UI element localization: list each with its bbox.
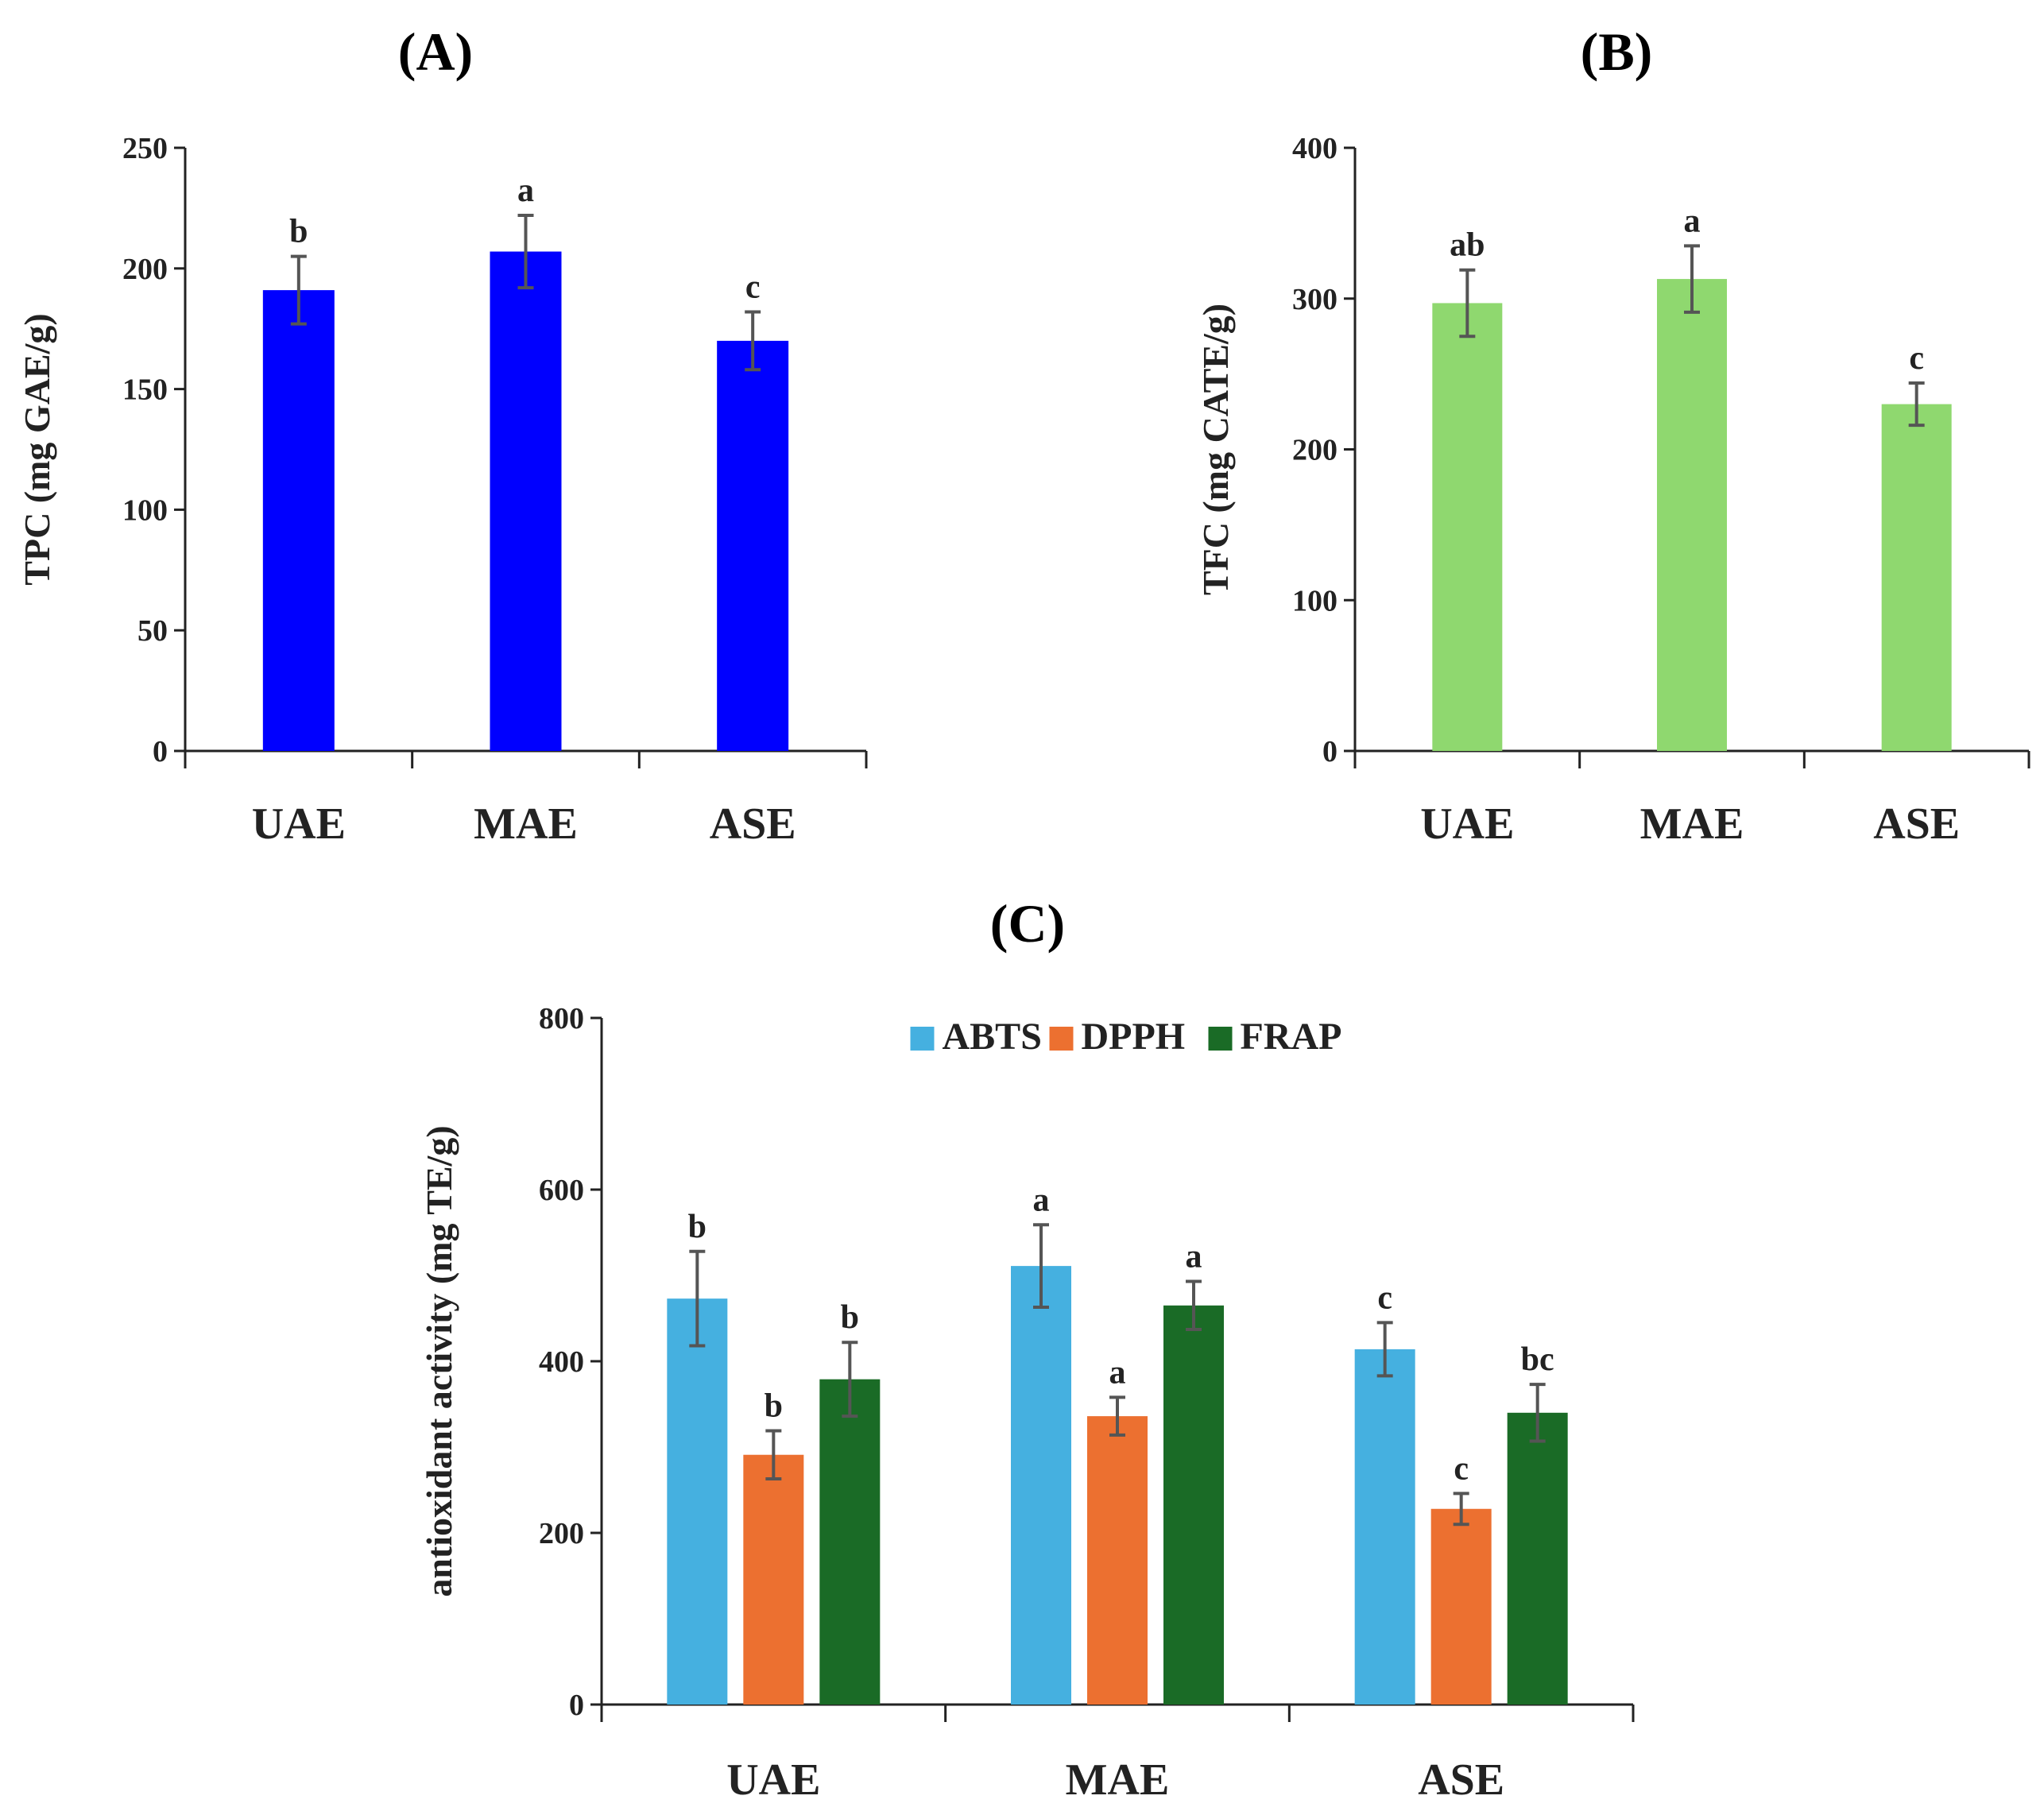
panel-c-bar-frap-ase xyxy=(1507,1412,1568,1705)
panel-c-bar-dpph-uae xyxy=(743,1454,804,1705)
panel-b-y-tick-label: 100 xyxy=(1292,584,1338,617)
panel-a-chart: (A) 0 50 100 150 200 250 TPC (mg GAE/g) UAE MAE AS… xyxy=(17,21,868,849)
panel-a-category-label: MAE xyxy=(474,799,578,849)
panel-a-bar-tpc-mae xyxy=(490,251,562,752)
panel-b-category-label: ASE xyxy=(1873,799,1960,849)
panel-c-bar-dpph-mae xyxy=(1087,1416,1148,1705)
panel-b-significance-label: ab xyxy=(1450,227,1485,264)
panel-c-y-tick-label: 400 xyxy=(539,1345,584,1379)
panel-a-y-tick-label: 150 xyxy=(122,373,168,407)
panel-b-y-tick-label: 400 xyxy=(1292,132,1338,165)
legend-swatch-abts xyxy=(910,1027,935,1051)
panel-c-bar-frap-uae xyxy=(819,1379,881,1705)
panel-a-significance-label: a xyxy=(517,172,534,209)
panel-b-bar-tfc-mae xyxy=(1657,279,1727,751)
panel-b-y-tick-label: 0 xyxy=(1322,735,1338,768)
panel-b-category-label: MAE xyxy=(1640,799,1744,849)
panel-c-bar-abts-ase xyxy=(1354,1349,1415,1705)
panel-a-y-tick-label: 100 xyxy=(122,493,168,527)
panel-b-significance-label: a xyxy=(1684,203,1701,239)
panel-a-y-axis-label: TPC (mg GAE/g) xyxy=(17,313,57,585)
panel-a-bar-tpc-ase xyxy=(717,340,789,751)
panel-a-significance-label: b xyxy=(289,214,308,250)
panel-c-significance-label: b xyxy=(688,1209,706,1245)
panel-b-y-tick-label: 300 xyxy=(1292,283,1338,316)
panel-b-bar-tfc-ase xyxy=(1881,404,1952,751)
panel-a-y-tick-label: 200 xyxy=(122,253,168,286)
legend-label-abts: ABTS xyxy=(943,1016,1042,1058)
panel-c-title: (C) xyxy=(990,893,1065,954)
panel-c-y-tick-label: 200 xyxy=(539,1517,584,1550)
panel-c-category-label: UAE xyxy=(726,1755,820,1805)
panel-c-significance-label: c xyxy=(1454,1450,1469,1487)
panel-b-y-axis-label: TFC (mg CATE/g) xyxy=(1195,304,1236,595)
legend-swatch-dpph xyxy=(1049,1027,1074,1051)
panel-b-significance-label: c xyxy=(1909,340,1924,377)
panel-a-y-tick-label: 0 xyxy=(153,735,168,768)
panel-c-y-tick-label: 800 xyxy=(539,1002,584,1035)
panel-b-bar-tfc-uae xyxy=(1432,303,1503,751)
panel-c-significance-label: bc xyxy=(1521,1341,1554,1378)
panel-c-chart: (C) 0 200 400 600 800 antioxidant activity (mg… xyxy=(419,893,1635,1805)
panel-a-bar-tpc-uae xyxy=(262,290,335,751)
panel-c-significance-label: c xyxy=(1377,1279,1392,1316)
panel-c-y-tick-label: 600 xyxy=(539,1174,584,1207)
panel-a-category-label: ASE xyxy=(710,799,796,849)
panel-c-y-tick-label: 0 xyxy=(569,1689,584,1722)
panel-a-category-label: UAE xyxy=(252,799,346,849)
panel-a-y-tick-label: 50 xyxy=(137,614,168,648)
panel-a-y-tick-label: 250 xyxy=(122,132,168,165)
panel-b-y-tick-label: 200 xyxy=(1292,434,1338,467)
panel-c-category-label: MAE xyxy=(1066,1755,1170,1805)
panel-c-bar-abts-mae xyxy=(1011,1266,1071,1705)
panel-c-significance-label: a xyxy=(1033,1182,1050,1218)
panel-c-significance-label: a xyxy=(1109,1354,1126,1391)
panel-b-title: (B) xyxy=(1581,21,1653,82)
panel-c-bar-abts-uae xyxy=(667,1298,728,1705)
panel-c-category-label: ASE xyxy=(1418,1755,1504,1805)
legend-swatch-frap xyxy=(1208,1027,1233,1051)
panel-c-significance-label: b xyxy=(765,1387,783,1424)
panel-a-title: (A) xyxy=(398,21,473,82)
panel-b-category-label: UAE xyxy=(1420,799,1514,849)
legend-label-frap: FRAP xyxy=(1241,1016,1342,1058)
panel-c-significance-label: a xyxy=(1186,1239,1202,1275)
panel-c-significance-label: b xyxy=(841,1299,859,1336)
panel-c-bar-dpph-ase xyxy=(1430,1508,1492,1705)
legend-label-dpph: DPPH xyxy=(1082,1016,1186,1058)
panel-b-chart: (B) 0 100 200 300 400 TFC (mg CATE/g) UAE MAE ASE… xyxy=(1195,21,2030,849)
panel-c-bar-frap-mae xyxy=(1163,1305,1224,1705)
panel-a-significance-label: c xyxy=(745,269,761,305)
panel-c-y-axis-label: antioxidant activity (mg TE/g) xyxy=(419,1125,459,1596)
